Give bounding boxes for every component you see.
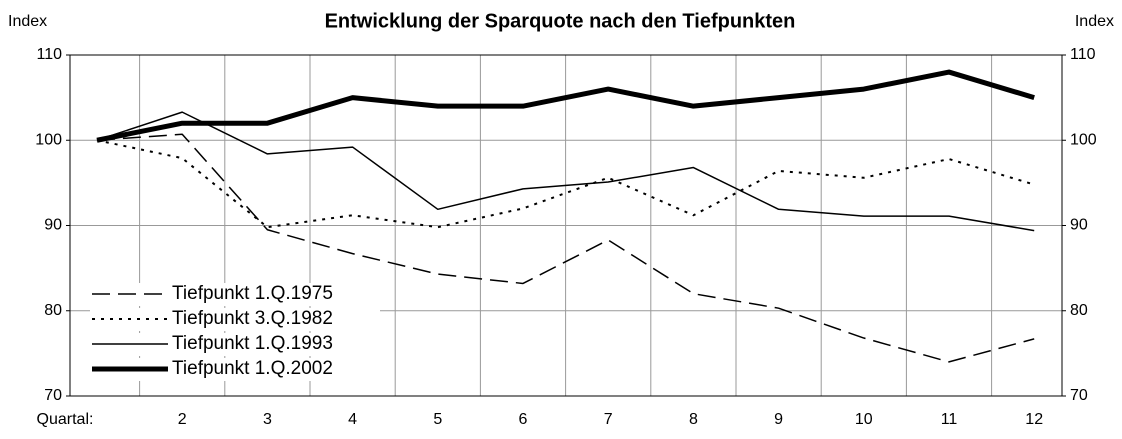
x-tick-label: 4 (348, 411, 357, 428)
y2-tick-label: 80 (1070, 302, 1088, 319)
legend-label: Tiefpunkt 1.Q.1993 (172, 333, 333, 354)
chart-title: Entwicklung der Sparquote nach den Tiefp… (325, 10, 796, 32)
y-tick-label: 100 (35, 131, 62, 148)
x-tick-label: 12 (1025, 411, 1043, 428)
x-tick-label: 10 (855, 411, 873, 428)
x-tick-label: 5 (433, 411, 442, 428)
y-tick-label: 80 (44, 302, 62, 319)
y-axis-label: Index (8, 13, 47, 30)
y2-axis-label: Index (1075, 13, 1114, 30)
y-tick-label: 110 (36, 46, 62, 63)
legend-bg (90, 333, 380, 356)
legend-bg (90, 283, 380, 306)
plot-frame (69, 54, 1063, 397)
legend-label: Tiefpunkt 1.Q.1975 (172, 283, 333, 304)
y2-tick-label: 110 (1070, 46, 1096, 63)
legend-label: Tiefpunkt 1.Q.2002 (172, 358, 333, 379)
x-tick-label: 11 (941, 411, 958, 428)
y2-tick-label: 100 (1070, 131, 1097, 148)
x-tick-label: 8 (689, 411, 698, 428)
x-tick-label: 2 (178, 411, 187, 428)
series-line (96, 69, 1035, 143)
y-tick-label: 70 (44, 387, 62, 404)
series-line (96, 111, 1035, 232)
legend-bg (90, 308, 380, 331)
legend-bg (90, 358, 380, 381)
y2-tick-label: 70 (1070, 387, 1088, 404)
y-tick-label: 90 (44, 217, 62, 234)
x-tick-label: 6 (519, 411, 528, 428)
series-line (96, 133, 1035, 363)
x-tick-label: 9 (774, 411, 783, 428)
y2-tick-label: 90 (1070, 217, 1088, 234)
legend-label: Tiefpunkt 3.Q.1982 (172, 308, 333, 329)
x-tick-label: Quartal: (37, 411, 94, 428)
x-tick-label: 3 (263, 411, 272, 428)
x-tick-label: 7 (604, 411, 613, 428)
